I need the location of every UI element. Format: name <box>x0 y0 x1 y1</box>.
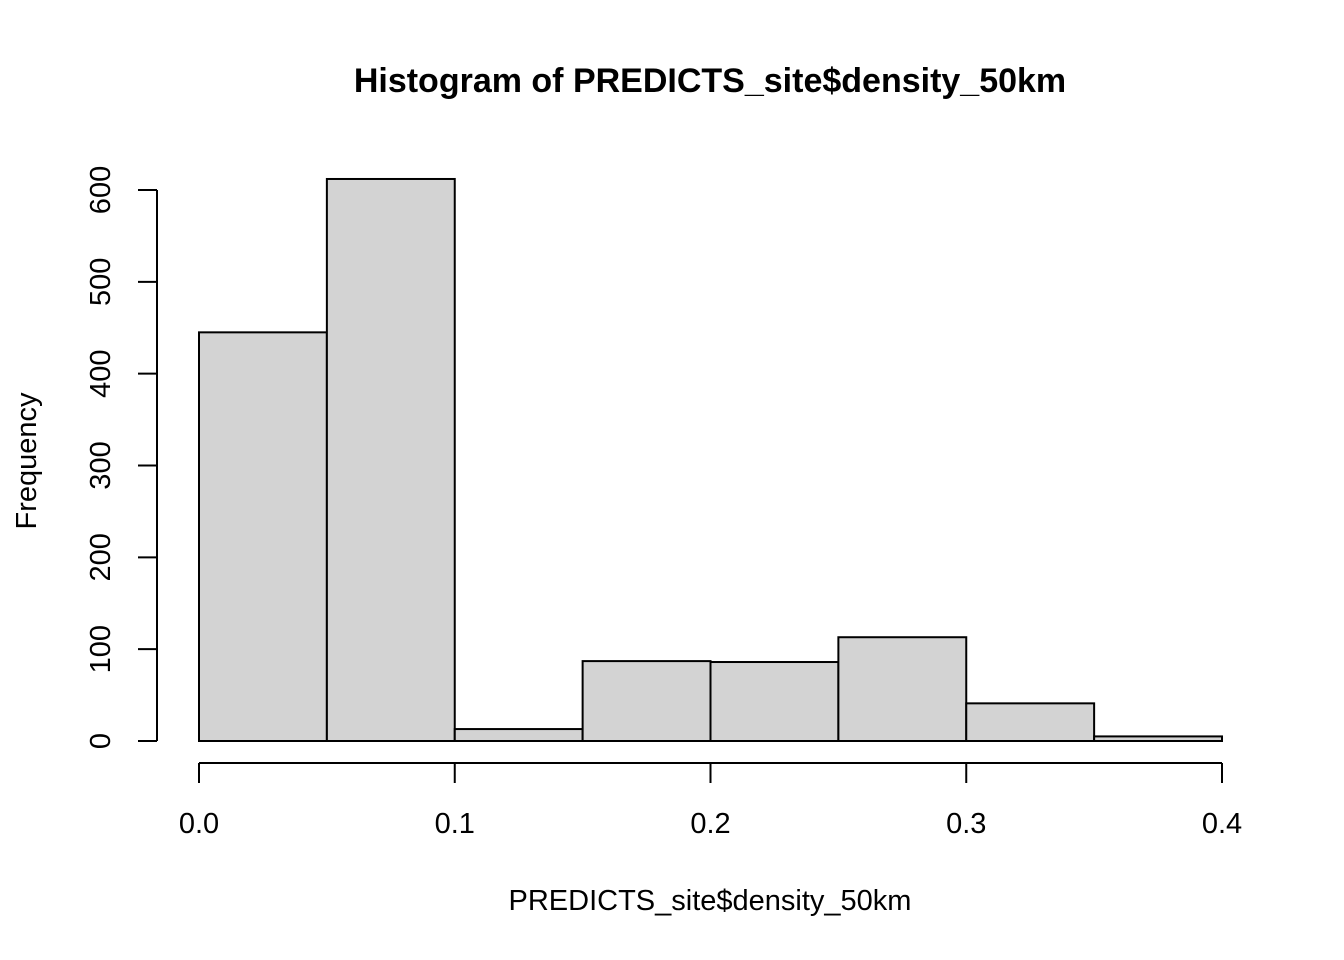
x-tick-label-4: 0.4 <box>1202 808 1242 840</box>
histogram-bar-1 <box>325 177 456 743</box>
x-axis: 0.0 0.1 0.2 0.3 0.4 <box>179 762 1242 840</box>
y-tick-label-2: 200 <box>85 533 117 581</box>
y-tick-label-4: 400 <box>85 349 117 397</box>
y-axis: 0 100 200 300 400 500 600 <box>85 166 158 749</box>
chart-title: Histogram of PREDICTS_site$density_50km <box>354 62 1066 100</box>
x-tick-label-3: 0.3 <box>946 808 986 840</box>
y-tick-label-1: 100 <box>85 625 117 673</box>
histogram-bar-6 <box>965 702 1096 742</box>
histogram-bar-0 <box>198 331 328 742</box>
bars-group <box>198 177 1223 743</box>
histogram-bar-3 <box>581 660 712 742</box>
y-tick-label-0: 0 <box>85 733 117 749</box>
histogram-bar-5 <box>837 636 968 742</box>
x-axis-label: PREDICTS_site$density_50km <box>509 885 912 917</box>
y-axis-label: Frequency <box>11 392 43 530</box>
y-tick-label-5: 500 <box>85 258 117 306</box>
x-tick-label-1: 0.1 <box>435 808 475 840</box>
histogram-bar-2 <box>453 728 584 742</box>
x-tick-label-2: 0.2 <box>690 808 730 840</box>
y-tick-label-3: 300 <box>85 441 117 489</box>
histogram-bar-4 <box>709 661 840 742</box>
x-tick-label-0: 0.0 <box>179 808 219 840</box>
histogram-bar-7 <box>1093 735 1223 742</box>
y-tick-label-6: 600 <box>85 166 117 214</box>
